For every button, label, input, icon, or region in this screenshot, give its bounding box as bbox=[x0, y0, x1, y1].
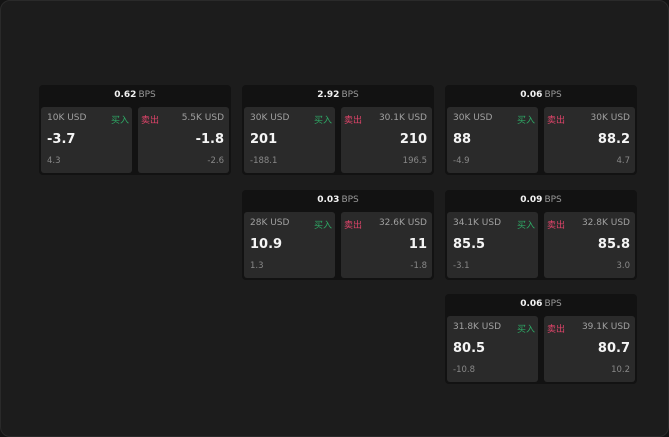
sell-quote-button[interactable]: 30K USD 卖出 88.2 4.7 bbox=[544, 107, 635, 173]
sell-label: 卖出 bbox=[344, 116, 363, 126]
buy-price: 80.5 bbox=[453, 341, 486, 356]
buy-quote-button[interactable]: 34.1K USD 买入 85.5 -3.1 bbox=[447, 212, 538, 278]
sell-price: -1.8 bbox=[195, 132, 224, 147]
sell-label: 卖出 bbox=[141, 116, 160, 126]
spread-value: 0.06 bbox=[520, 90, 543, 100]
spread-header: 2.92 BPS bbox=[242, 85, 434, 105]
sell-quote-button[interactable]: 32.8K USD 卖出 85.8 3.0 bbox=[544, 212, 635, 278]
buy-quantity: 10K USD bbox=[47, 113, 87, 123]
spread-value: 0.03 bbox=[317, 195, 340, 205]
spread-header: 0.62 BPS bbox=[39, 85, 231, 105]
quote-card: 0.06 BPS 30K USD 买入 88 -4.9 30K USD 卖出 88.2 4.7 bbox=[445, 85, 637, 175]
spread-header: 0.09 BPS bbox=[445, 190, 637, 210]
spread-value: 0.09 bbox=[520, 195, 543, 205]
sell-change: -1.8 bbox=[410, 261, 427, 271]
buy-label: 买入 bbox=[313, 116, 332, 126]
buy-change: -188.1 bbox=[250, 156, 278, 166]
sell-price: 80.7 bbox=[597, 341, 630, 356]
spread-header: 0.06 BPS bbox=[445, 294, 637, 314]
sell-change: 10.2 bbox=[611, 365, 630, 375]
buy-price: 85.5 bbox=[453, 237, 486, 252]
sell-quantity: 39.1K USD bbox=[581, 322, 630, 332]
buy-change: 1.3 bbox=[250, 261, 264, 271]
sell-price: 85.8 bbox=[597, 237, 630, 252]
sell-quantity: 30.1K USD bbox=[378, 113, 427, 123]
buy-quote-button[interactable]: 31.8K USD 买入 80.5 -10.8 bbox=[447, 316, 538, 382]
sell-change: 4.7 bbox=[616, 156, 630, 166]
spread-header: 0.06 BPS bbox=[445, 85, 637, 105]
quote-card: 2.92 BPS 30K USD 买入 201 -188.1 30.1K USD 卖出 210 1… bbox=[242, 85, 434, 175]
spread-unit: BPS bbox=[544, 299, 562, 309]
buy-label: 买入 bbox=[110, 116, 129, 126]
buy-change: 4.3 bbox=[47, 156, 61, 166]
buy-quantity: 30K USD bbox=[250, 113, 290, 123]
quote-card: 0.09 BPS 34.1K USD 买入 85.5 -3.1 32.8K USD 卖出 85.… bbox=[445, 190, 637, 280]
buy-label: 买入 bbox=[516, 116, 535, 126]
buy-change: -3.1 bbox=[453, 261, 470, 271]
sell-change: 3.0 bbox=[616, 261, 630, 271]
spread-unit: BPS bbox=[138, 90, 156, 100]
sell-label: 卖出 bbox=[547, 221, 566, 231]
sell-quote-button[interactable]: 30.1K USD 卖出 210 196.5 bbox=[341, 107, 432, 173]
buy-change: -10.8 bbox=[453, 365, 475, 375]
sell-quote-button[interactable]: 5.5K USD 卖出 -1.8 -2.6 bbox=[138, 107, 229, 173]
spread-unit: BPS bbox=[341, 90, 359, 100]
spread-unit: BPS bbox=[544, 195, 562, 205]
spread-header: 0.03 BPS bbox=[242, 190, 434, 210]
quote-card: 0.62 BPS 10K USD 买入 -3.7 4.3 5.5K USD 卖出 -1.8 -2.… bbox=[39, 85, 231, 175]
sell-price: 88.2 bbox=[597, 132, 630, 147]
sell-quantity: 32.8K USD bbox=[581, 218, 630, 228]
sell-quote-button[interactable]: 32.6K USD 卖出 11 -1.8 bbox=[341, 212, 432, 278]
buy-change: -4.9 bbox=[453, 156, 470, 166]
spread-value: 2.92 bbox=[317, 90, 340, 100]
sell-quantity: 30K USD bbox=[590, 113, 630, 123]
buy-quantity: 30K USD bbox=[453, 113, 493, 123]
buy-price: 88 bbox=[453, 132, 472, 147]
sell-quantity: 5.5K USD bbox=[181, 113, 224, 123]
spread-value: 0.06 bbox=[520, 299, 543, 309]
quote-card: 0.06 BPS 31.8K USD 买入 80.5 -10.8 39.1K USD 卖出 80… bbox=[445, 294, 637, 384]
buy-label: 买入 bbox=[313, 221, 332, 231]
sell-price: 210 bbox=[399, 132, 427, 147]
buy-quote-button[interactable]: 10K USD 买入 -3.7 4.3 bbox=[41, 107, 132, 173]
sell-quantity: 32.6K USD bbox=[378, 218, 427, 228]
sell-price: 11 bbox=[408, 237, 427, 252]
sell-quote-button[interactable]: 39.1K USD 卖出 80.7 10.2 bbox=[544, 316, 635, 382]
buy-quote-button[interactable]: 30K USD 买入 88 -4.9 bbox=[447, 107, 538, 173]
spread-unit: BPS bbox=[341, 195, 359, 205]
sell-label: 卖出 bbox=[344, 221, 363, 231]
spread-value: 0.62 bbox=[114, 90, 137, 100]
buy-quote-button[interactable]: 28K USD 买入 10.9 1.3 bbox=[244, 212, 335, 278]
buy-price: 201 bbox=[250, 132, 278, 147]
sell-change: 196.5 bbox=[402, 156, 427, 166]
buy-quote-button[interactable]: 30K USD 买入 201 -188.1 bbox=[244, 107, 335, 173]
buy-price: -3.7 bbox=[47, 132, 76, 147]
spread-unit: BPS bbox=[544, 90, 562, 100]
buy-quantity: 34.1K USD bbox=[453, 218, 502, 228]
sell-label: 卖出 bbox=[547, 325, 566, 335]
buy-label: 买入 bbox=[516, 221, 535, 231]
sell-label: 卖出 bbox=[547, 116, 566, 126]
sell-change: -2.6 bbox=[207, 156, 224, 166]
buy-quantity: 28K USD bbox=[250, 218, 290, 228]
buy-quantity: 31.8K USD bbox=[453, 322, 502, 332]
buy-label: 买入 bbox=[516, 325, 535, 335]
quote-card: 0.03 BPS 28K USD 买入 10.9 1.3 32.6K USD 卖出 11 -1.8 bbox=[242, 190, 434, 280]
buy-price: 10.9 bbox=[250, 237, 283, 252]
